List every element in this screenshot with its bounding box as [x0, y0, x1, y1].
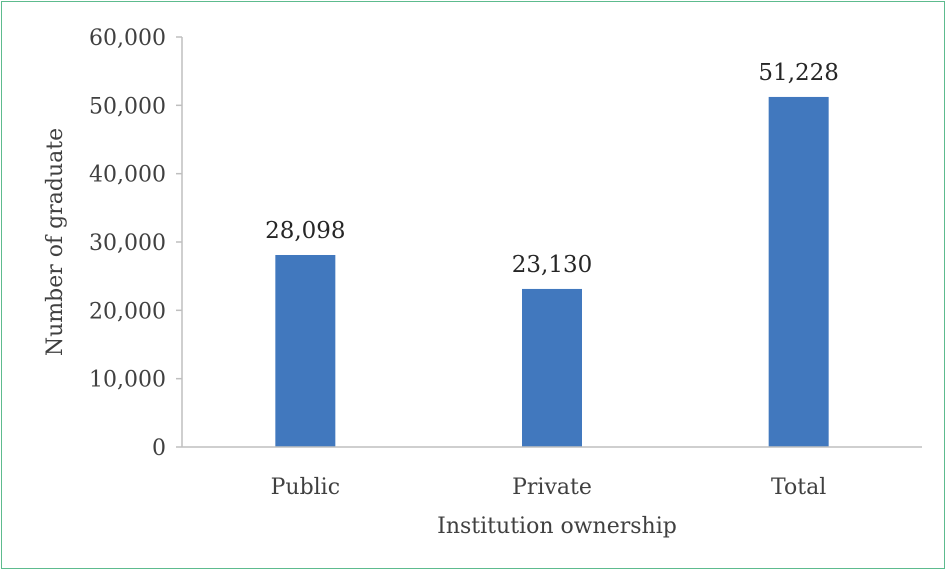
bar-private	[522, 288, 582, 447]
data-label-private: 23,130	[512, 252, 592, 278]
y-axis-title: Number of graduate	[43, 128, 68, 356]
y-tick-label: 60,000	[89, 26, 166, 51]
bars	[275, 96, 829, 447]
bar-total	[768, 96, 829, 447]
y-axis-ticks: 0 10,000 20,000 30,000 40,000 50,000 60,000	[89, 26, 183, 461]
y-tick-label: 30,000	[89, 231, 166, 256]
data-labels: 28,098 23,130 51,228	[265, 60, 839, 278]
x-tick-label-public: Public	[271, 475, 340, 500]
y-tick-label: 0	[152, 436, 166, 461]
y-tick-label: 40,000	[89, 163, 166, 188]
data-label-total: 51,228	[758, 60, 838, 86]
x-tick-label-total: Total	[771, 475, 826, 500]
x-axis-ticks: Public Private Total	[271, 475, 827, 500]
y-tick-label: 20,000	[89, 299, 166, 324]
data-label-public: 28,098	[265, 218, 345, 244]
x-tick-label-private: Private	[512, 475, 592, 500]
y-tick-label: 50,000	[89, 94, 166, 119]
bar-public	[275, 254, 336, 447]
y-tick-label: 10,000	[89, 368, 166, 393]
x-axis-title: Institution ownership	[437, 514, 677, 539]
